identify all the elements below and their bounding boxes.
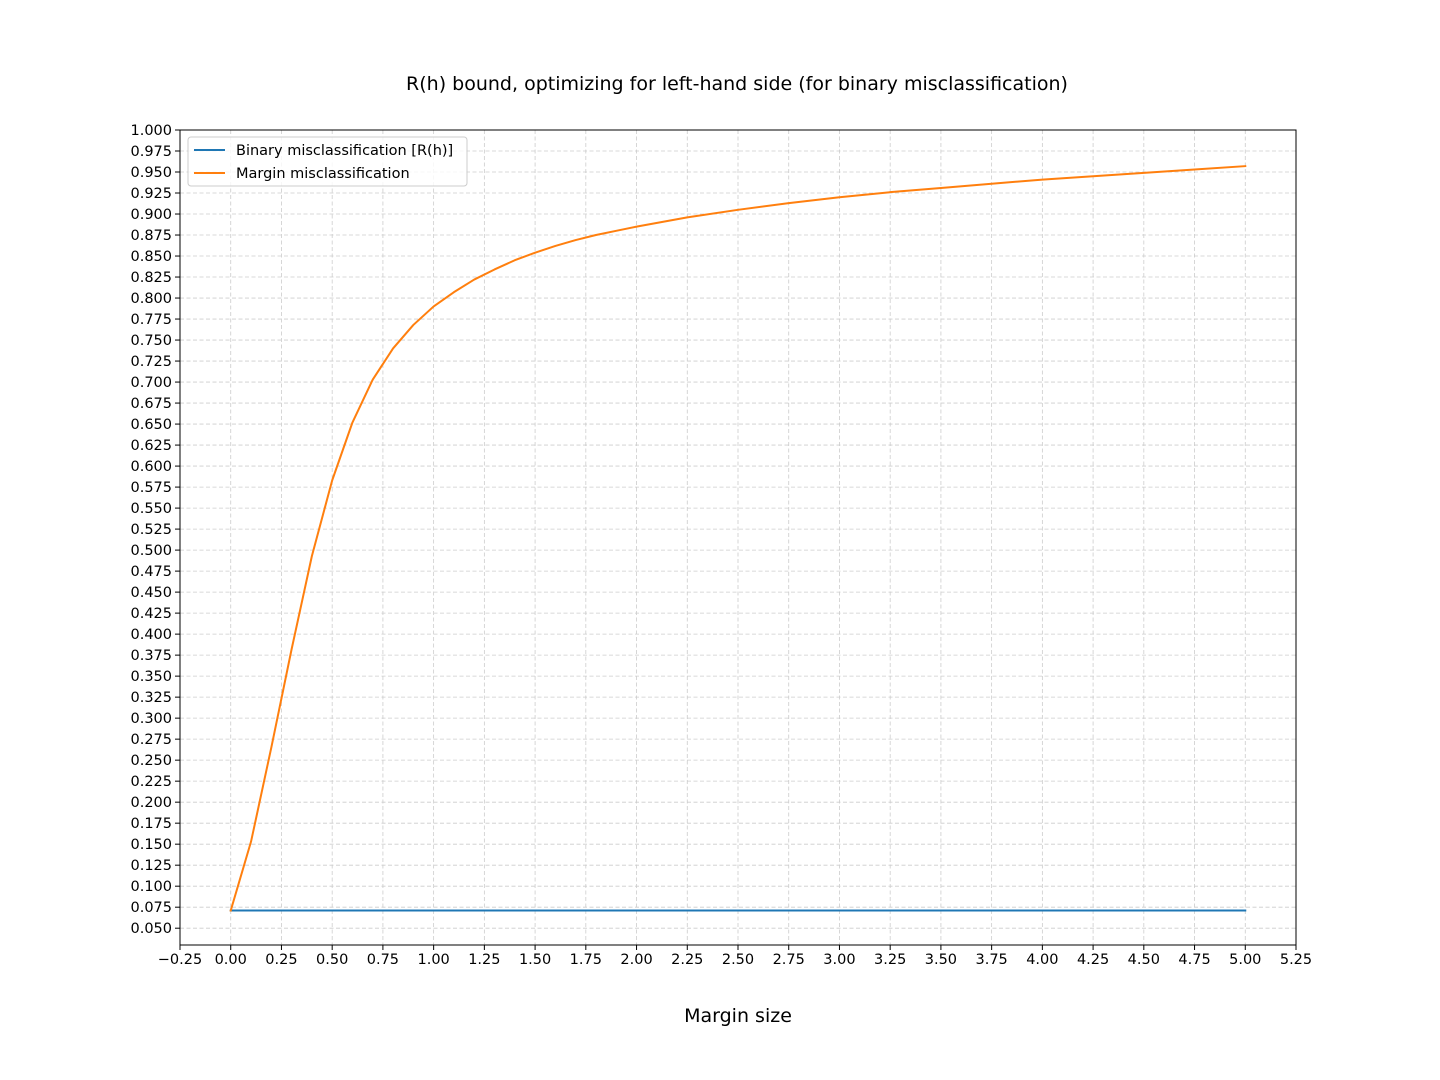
y-tick-label: 0.550 — [130, 501, 172, 517]
y-tick-label: 0.275 — [130, 732, 172, 748]
x-tick-label: −0.25 — [158, 952, 202, 968]
y-tick-label: 0.675 — [130, 396, 172, 412]
legend-label: Margin misclassification — [236, 166, 410, 182]
legend-box — [187, 136, 468, 187]
y-tick-label: 0.800 — [130, 291, 172, 307]
y-tick-label: 0.400 — [130, 627, 172, 643]
legend-entries: Binary misclassification [R(h)] Margin mi… — [194, 143, 453, 182]
y-tick-label: 0.625 — [130, 438, 172, 454]
y-tick-label: 0.575 — [130, 480, 172, 496]
x-tick-label: 5.25 — [1280, 952, 1312, 968]
x-tick-label: 4.50 — [1128, 952, 1160, 968]
x-tick-label: 0.50 — [316, 952, 348, 968]
y-tick-label: 0.175 — [130, 816, 172, 832]
y-tick-label: 0.825 — [130, 270, 172, 286]
y-tick-label: 0.100 — [130, 879, 172, 895]
chart-title: R(h) bound, optimizing for left-hand sid… — [406, 73, 1068, 95]
y-tick-label: 0.925 — [130, 186, 172, 202]
x-tick-label: 1.00 — [417, 952, 449, 968]
y-tick-label: 0.350 — [130, 669, 172, 685]
y-axis-ticks: 0.050 0.075 0.100 0.125 0.150 0.175 0.200 0.225… — [130, 123, 180, 937]
y-tick-label: 0.725 — [130, 354, 172, 370]
y-tick-label: 0.975 — [130, 144, 172, 160]
y-tick-label: 0.425 — [130, 606, 172, 622]
y-tick-label: 0.475 — [130, 564, 172, 580]
y-tick-label: 0.900 — [130, 207, 172, 223]
x-tick-label: 3.00 — [823, 952, 855, 968]
y-tick-label: 0.225 — [130, 774, 172, 790]
x-tick-label: 1.25 — [468, 952, 500, 968]
x-tick-label: 0.75 — [367, 952, 399, 968]
y-tick-label: 0.200 — [130, 795, 172, 811]
x-axis-label: Margin size — [684, 1005, 792, 1027]
x-tick-label: 2.25 — [671, 952, 703, 968]
y-tick-label: 0.500 — [130, 543, 172, 559]
x-tick-label: 1.50 — [519, 952, 551, 968]
y-tick-label: 0.250 — [130, 753, 172, 769]
legend-label: Binary misclassification [R(h)] — [236, 143, 453, 159]
x-tick-label: 4.00 — [1026, 952, 1058, 968]
y-tick-label: 0.450 — [130, 585, 172, 601]
x-tick-label: 0.00 — [215, 952, 247, 968]
y-tick-label: 0.050 — [130, 921, 172, 937]
y-tick-label: 0.775 — [130, 312, 172, 328]
x-tick-label: 2.75 — [773, 952, 805, 968]
grid-lines — [179, 129, 1297, 945]
y-tick-label: 0.850 — [130, 249, 172, 265]
x-tick-label: 3.75 — [975, 952, 1007, 968]
legend: Binary misclassification [R(h)] Margin mi… — [187, 136, 468, 187]
series-lines — [229, 165, 1247, 912]
x-tick-label: 2.50 — [722, 952, 754, 968]
y-tick-label: 0.125 — [130, 858, 172, 874]
y-tick-label: 0.150 — [130, 837, 172, 853]
y-tick-label: 0.875 — [130, 228, 172, 244]
y-tick-label: 0.700 — [130, 375, 172, 391]
x-tick-label: 2.00 — [620, 952, 652, 968]
y-tick-label: 0.950 — [130, 165, 172, 181]
y-tick-label: 0.650 — [130, 417, 172, 433]
x-tick-label: 4.25 — [1077, 952, 1109, 968]
y-tick-label: 0.325 — [130, 690, 172, 706]
y-tick-label: 0.075 — [130, 900, 172, 916]
x-tick-label: 0.25 — [265, 952, 297, 968]
y-tick-label: 0.300 — [130, 711, 172, 727]
y-tick-label: 0.600 — [130, 459, 172, 475]
series-line-1 — [229, 165, 1247, 912]
x-tick-label: 1.75 — [570, 952, 602, 968]
y-tick-label: 0.525 — [130, 522, 172, 538]
x-tick-label: 5.00 — [1229, 952, 1261, 968]
x-tick-label: 3.25 — [874, 952, 906, 968]
x-tick-label: 3.50 — [925, 952, 957, 968]
x-axis-ticks: −0.25 0.00 0.25 0.50 0.75 1.00 1.25 1.50 1.75 2.0… — [158, 945, 1312, 968]
y-tick-label: 0.375 — [130, 648, 172, 664]
y-tick-label: 0.750 — [130, 333, 172, 349]
y-tick-label: 1.000 — [130, 123, 172, 139]
x-tick-label: 4.75 — [1178, 952, 1210, 968]
